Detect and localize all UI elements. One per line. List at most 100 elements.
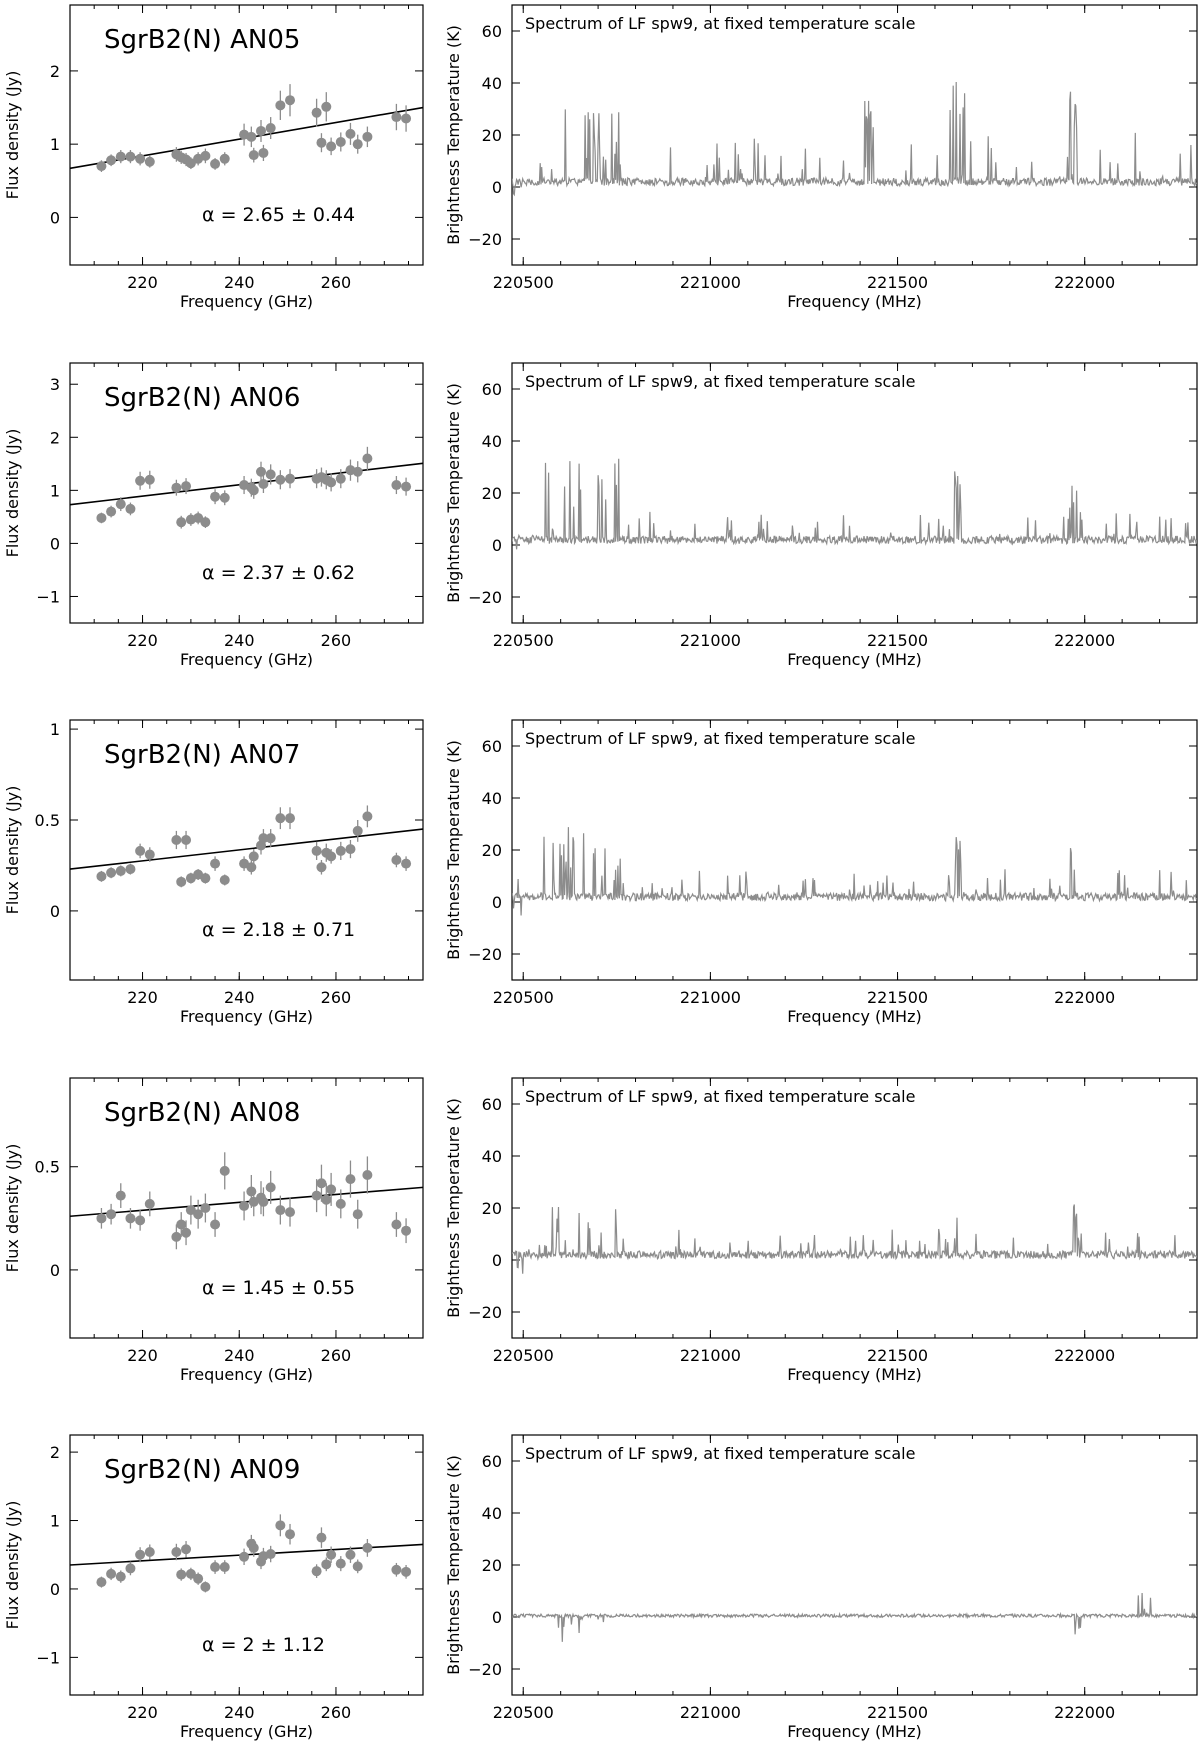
- y-tick-label: 0: [492, 1251, 502, 1270]
- spectrum-panel: 220500 221000 221500 222000 −20 0 20 40 60 Freque…: [444, 1077, 1198, 1384]
- data-point: [135, 475, 146, 486]
- y-axis-label: Brightness Temperature (K): [444, 25, 463, 245]
- x-axis-label: Frequency (MHz): [787, 1007, 921, 1026]
- data-point: [285, 1529, 296, 1540]
- plot-frame: [511, 1434, 1198, 1696]
- data-point: [219, 153, 230, 164]
- data-point: [258, 833, 269, 844]
- plot-frame: [69, 719, 424, 981]
- data-point: [106, 155, 117, 166]
- data-point: [200, 1581, 211, 1592]
- x-axis-label: Frequency (GHz): [180, 650, 313, 669]
- y-tick-label: 0: [492, 536, 502, 555]
- data-point: [171, 482, 182, 493]
- data-point: [265, 469, 276, 480]
- x-axis-label: Frequency (GHz): [180, 1365, 313, 1384]
- data-point: [326, 141, 337, 152]
- data-point: [246, 862, 257, 873]
- x-tick-label: 220: [127, 1346, 158, 1365]
- data-point: [326, 851, 337, 862]
- y-tick-label: 0.5: [35, 1158, 60, 1177]
- x-tick-label: 221000: [680, 1346, 741, 1365]
- x-tick-label: 260: [321, 631, 352, 650]
- data-point: [181, 835, 192, 845]
- y-tick-label: 1: [50, 481, 60, 500]
- data-point: [311, 845, 322, 856]
- y-axis-label: Brightness Temperature (K): [444, 1455, 463, 1675]
- data-point: [239, 1200, 250, 1211]
- data-point: [248, 150, 259, 161]
- x-tick-label: 220500: [493, 1346, 554, 1365]
- x-axis-label: Frequency (MHz): [787, 292, 921, 311]
- data-point: [176, 1569, 187, 1580]
- data-point: [265, 833, 276, 844]
- data-point: [326, 1549, 337, 1560]
- data-point: [210, 858, 221, 869]
- data-point: [265, 123, 276, 134]
- data-point: [391, 1219, 402, 1230]
- y-tick-label: 40: [482, 432, 502, 451]
- data-point: [181, 1544, 192, 1555]
- data-point: [248, 1196, 259, 1207]
- data-point: [125, 503, 136, 514]
- data-point: [285, 813, 296, 824]
- data-point: [96, 871, 107, 882]
- data-point: [362, 811, 373, 822]
- data-point: [248, 851, 259, 862]
- data-point: [96, 512, 107, 523]
- y-tick-label: 60: [482, 1095, 502, 1114]
- data-point: [210, 1219, 221, 1230]
- data-point: [352, 466, 363, 477]
- data-point: [248, 485, 259, 496]
- x-tick-label: 240: [224, 631, 255, 650]
- x-tick-label: 240: [224, 1346, 255, 1365]
- data-point: [316, 862, 327, 873]
- data-point: [401, 113, 412, 124]
- x-tick-label: 222000: [1054, 1703, 1115, 1722]
- data-point: [258, 1196, 269, 1207]
- y-tick-label: 60: [482, 22, 502, 41]
- data-point: [335, 1198, 346, 1209]
- panel-title: SgrB2(N) AN07: [104, 740, 300, 770]
- data-point: [193, 1573, 204, 1584]
- x-axis-label: Frequency (GHz): [180, 1722, 313, 1741]
- y-tick-label: 20: [482, 841, 502, 860]
- data-point: [171, 835, 182, 845]
- data-point: [362, 1542, 373, 1553]
- alpha-annotation: α = 2.18 ± 0.71: [202, 919, 355, 941]
- spectrum-line: [512, 827, 1197, 916]
- data-point: [193, 512, 204, 523]
- data-point: [275, 1205, 286, 1216]
- data-point: [285, 95, 296, 106]
- x-axis-label: Frequency (MHz): [787, 650, 921, 669]
- data-point: [106, 867, 117, 878]
- y-tick-label: 20: [482, 1556, 502, 1575]
- y-axis-label: Flux density (Jy): [3, 429, 22, 558]
- spectrum-title: Spectrum of LF spw9, at fixed temperatur…: [525, 1087, 915, 1106]
- y-tick-label: 0: [492, 178, 502, 197]
- data-point: [115, 1190, 126, 1201]
- x-axis-label: Frequency (GHz): [180, 292, 313, 311]
- data-point: [135, 1215, 146, 1226]
- data-point: [285, 1207, 296, 1218]
- data-point: [256, 466, 267, 477]
- x-tick-label: 221000: [680, 1703, 741, 1722]
- data-point: [185, 158, 196, 169]
- x-tick-label: 220500: [493, 988, 554, 1007]
- data-point: [401, 1566, 412, 1577]
- data-point: [115, 151, 126, 162]
- plot-frame: [69, 362, 424, 624]
- alpha-annotation: α = 2.37 ± 0.62: [202, 562, 355, 584]
- y-tick-label: 40: [482, 1504, 502, 1523]
- data-point: [265, 1182, 276, 1193]
- flux-panel: 220 240 260 0 1 2 Frequency (GHz) Flux density …: [3, 4, 424, 311]
- y-tick-label: 60: [482, 737, 502, 756]
- spectrum-line: [512, 81, 1197, 197]
- data-point: [258, 478, 269, 489]
- data-point: [275, 813, 286, 824]
- y-tick-label: 1: [50, 1512, 60, 1531]
- y-axis-label: Flux density (Jy): [3, 1501, 22, 1630]
- data-point: [352, 1561, 363, 1572]
- y-tick-label: 0: [492, 1608, 502, 1627]
- y-tick-label: −20: [468, 1303, 502, 1322]
